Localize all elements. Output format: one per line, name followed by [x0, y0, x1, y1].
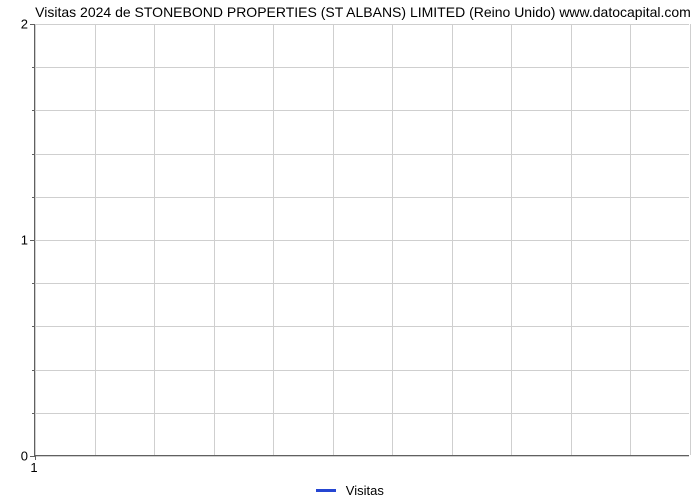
grid-line-h	[35, 456, 689, 457]
grid-line-h	[35, 283, 689, 284]
y-tick-label: 0	[4, 449, 28, 464]
grid-line-v	[333, 24, 334, 455]
grid-line-h	[35, 67, 689, 68]
y-tick-label: 1	[4, 233, 28, 248]
grid-line-h	[35, 154, 689, 155]
grid-line-v	[571, 24, 572, 455]
grid-line-h	[35, 197, 689, 198]
plot-area	[34, 24, 689, 456]
grid-line-v	[630, 24, 631, 455]
grid-line-v	[452, 24, 453, 455]
grid-line-v	[154, 24, 155, 455]
grid-line-v	[690, 24, 691, 455]
legend-label-visitas: Visitas	[346, 483, 384, 498]
grid-line-v	[392, 24, 393, 455]
legend-swatch-visitas	[316, 489, 336, 492]
grid-line-h	[35, 240, 689, 241]
grid-line-h	[35, 370, 689, 371]
chart-legend: Visitas	[0, 482, 700, 498]
x-tick-label: 1	[30, 460, 37, 475]
grid-line-h	[35, 326, 689, 327]
grid-line-v	[35, 24, 36, 455]
grid-line-h	[35, 110, 689, 111]
chart-title: Visitas 2024 de STONEBOND PROPERTIES (ST…	[34, 4, 692, 20]
y-tick-label: 2	[4, 17, 28, 32]
visits-chart: Visitas 2024 de STONEBOND PROPERTIES (ST…	[0, 0, 700, 500]
grid-line-v	[95, 24, 96, 455]
grid-line-h	[35, 413, 689, 414]
grid-line-h	[35, 24, 689, 25]
grid-line-v	[273, 24, 274, 455]
grid-line-v	[214, 24, 215, 455]
grid-line-v	[511, 24, 512, 455]
